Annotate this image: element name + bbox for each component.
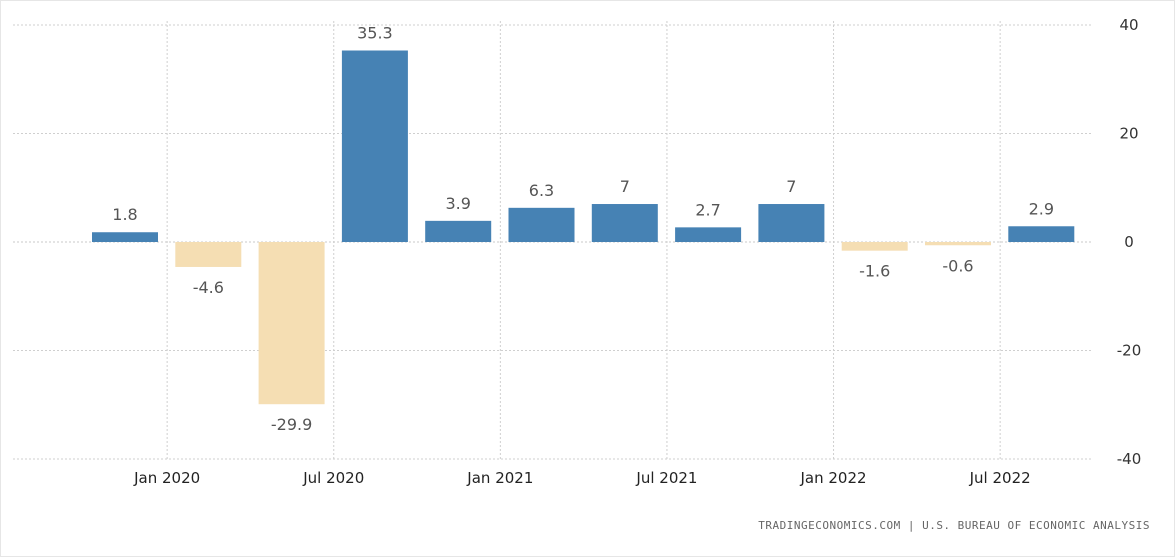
data-label: 1.8 [112,205,137,224]
data-label: 6.3 [529,181,554,200]
bar [1008,226,1075,242]
bar [92,232,158,242]
data-label: 3.9 [445,194,470,213]
source-attribution: TRADINGECONOMICS.COM | U.S. BUREAU OF EC… [758,519,1150,532]
bar [425,220,492,242]
y-tick-label: -20 [1117,342,1142,360]
data-label: -4.6 [193,278,224,297]
bars [92,50,1075,405]
x-tick-label: Jul 2022 [969,469,1031,487]
y-tick-label: 0 [1124,233,1134,251]
x-tick-label: Jan 2020 [133,469,200,487]
grid-lines [13,21,1091,460]
y-tick-label: -40 [1117,450,1142,468]
x-tick-label: Jul 2021 [635,469,697,487]
data-label: 2.7 [695,200,720,219]
bar [675,227,742,242]
x-tick-label: Jan 2022 [800,469,867,487]
bar [841,242,908,251]
x-tick-label: Jan 2021 [466,469,533,487]
data-label: -29.9 [271,415,312,434]
data-label: 35.3 [357,23,393,42]
bar [258,242,325,405]
data-label: 2.9 [1029,199,1054,218]
x-axis-ticks: Jan 2020 Jul 2020 Jan 2021 Jul 2021 Jan 2022… [133,469,1031,487]
bar [175,242,242,267]
y-tick-label: 20 [1119,125,1138,143]
y-tick-label: 40 [1119,16,1138,34]
bar [341,50,408,243]
bar [925,242,991,246]
bar [591,204,658,242]
data-labels: 1.8 -4.6 -29.9 35.3 3.9 6.3 7 2.7 7 -1.6 -0.6 2.9 [112,23,1054,434]
x-tick-label: Jul 2020 [302,469,364,487]
data-label: -1.6 [859,262,890,281]
bar [508,207,575,242]
data-label: -0.6 [942,256,973,275]
bar [758,204,825,242]
y-axis-ticks: 40 20 0 -20 -40 [1117,16,1142,468]
data-label: 7 [786,177,796,196]
data-label: 7 [620,177,630,196]
